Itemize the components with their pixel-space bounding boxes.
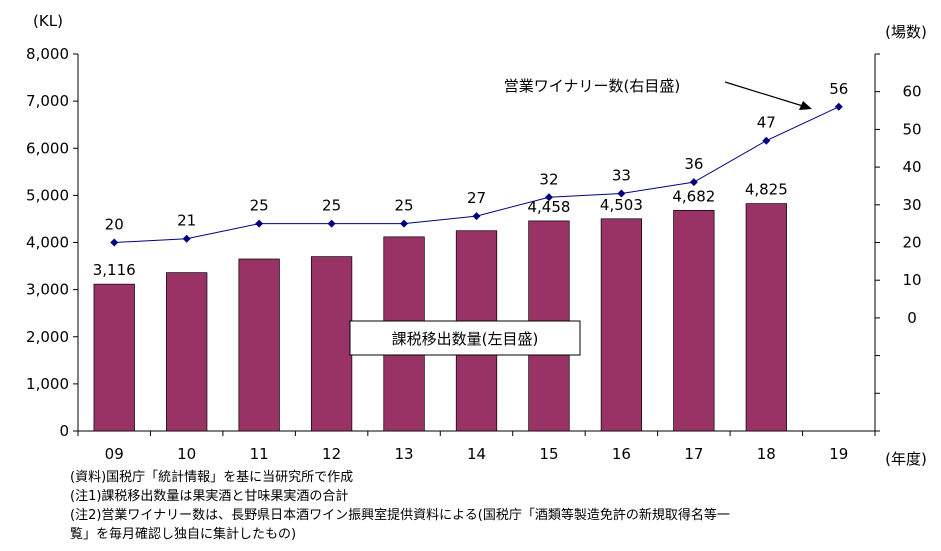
x-tick-label: 11 bbox=[250, 445, 269, 463]
source-note: (資料)国税庁「統計情報」を基に当研究所で作成 bbox=[70, 470, 354, 485]
line-series-label: 営業ワイナリー数(右目盛) bbox=[504, 77, 680, 95]
x-axis-unit: (年度) bbox=[885, 450, 927, 468]
line-path bbox=[114, 106, 839, 243]
line-data-label: 25 bbox=[394, 197, 413, 215]
left-tick-label: 3,000 bbox=[26, 281, 69, 299]
line-series-arrowhead bbox=[799, 101, 812, 110]
bar bbox=[310, 256, 353, 432]
left-tick-label: 2,000 bbox=[26, 328, 69, 346]
line-marker bbox=[762, 136, 771, 145]
line-data-label: 32 bbox=[539, 170, 558, 188]
x-tick-label: 12 bbox=[322, 445, 341, 463]
right-tick-label: 0 bbox=[907, 309, 917, 327]
line-marker bbox=[400, 219, 409, 228]
note-1: (注1)課税移出数量は果実酒と甘味果実酒の合計 bbox=[70, 489, 349, 504]
bar-series-label: 課税移出数量(左目盛) bbox=[392, 330, 539, 348]
line-marker bbox=[182, 234, 191, 243]
line-marker bbox=[472, 212, 481, 221]
right-tick-label: 40 bbox=[902, 158, 921, 176]
bar bbox=[745, 203, 787, 432]
bar-data-label: 4,458 bbox=[527, 198, 570, 216]
left-tick-label: 6,000 bbox=[26, 139, 69, 157]
line-marker bbox=[327, 219, 336, 228]
annotations: 課税移出数量(左目盛) 営業ワイナリー数(右目盛) bbox=[349, 77, 812, 356]
right-tick-label: 60 bbox=[902, 83, 921, 101]
bar-data-label: 4,503 bbox=[600, 196, 643, 214]
bar bbox=[600, 218, 643, 432]
line-marker bbox=[110, 238, 119, 247]
bar bbox=[93, 283, 135, 432]
line-marker bbox=[689, 178, 698, 187]
line-data-label: 20 bbox=[105, 216, 124, 234]
line-marker bbox=[544, 193, 553, 202]
line-data-label: 25 bbox=[322, 197, 341, 215]
left-tick-label: 0 bbox=[59, 422, 69, 440]
bar-data-label: 3,116 bbox=[93, 261, 136, 279]
line-series: 20 21 25 25 25 27 32 33 36 47 56 bbox=[105, 80, 848, 247]
line-data-label: 36 bbox=[684, 155, 703, 173]
line-series-arrow bbox=[724, 81, 807, 108]
x-tick-label: 09 bbox=[105, 445, 124, 463]
line-marker bbox=[617, 189, 626, 198]
left-tick-label: 5,000 bbox=[26, 186, 69, 204]
note-2: (注2)営業ワイナリー数は、長野県日本酒ワイン振興室提供資料による(国税庁「酒類… bbox=[70, 508, 730, 523]
footnotes: (資料)国税庁「統計情報」を基に当研究所で作成 (注1)課税移出数量は果実酒と甘… bbox=[70, 468, 730, 544]
left-tick-label: 1,000 bbox=[26, 375, 69, 393]
line-data-label: 56 bbox=[829, 80, 848, 98]
left-axis-unit: (KL) bbox=[33, 12, 63, 30]
bar-data-label: 4,682 bbox=[672, 187, 715, 205]
line-marker bbox=[255, 219, 264, 228]
line-data-label: 47 bbox=[757, 114, 776, 132]
combo-chart: 0 1,000 2,000 3,000 4,000 5,000 6,000 7,000 8,00… bbox=[26, 12, 927, 468]
x-tick-label: 13 bbox=[394, 445, 413, 463]
x-tick-label: 10 bbox=[177, 445, 196, 463]
line-marker bbox=[834, 102, 843, 111]
line-data-label: 27 bbox=[467, 189, 486, 207]
line-data-label: 21 bbox=[177, 212, 196, 230]
x-tick-label: 15 bbox=[539, 445, 558, 463]
left-tick-label: 4,000 bbox=[26, 234, 69, 252]
bar-series-label-box bbox=[349, 320, 581, 356]
right-axis-unit: (場数) bbox=[885, 23, 927, 41]
left-tick-label: 8,000 bbox=[26, 45, 69, 63]
bar-data-label: 4,825 bbox=[745, 181, 788, 199]
line-data-label: 25 bbox=[250, 197, 269, 215]
note-2-continued: 覧」を毎月確認し独自に集計したもの) bbox=[70, 527, 297, 542]
bar bbox=[238, 258, 280, 432]
right-tick-label: 10 bbox=[902, 271, 921, 289]
x-tick-label: 19 bbox=[829, 445, 848, 463]
left-tick-label: 7,000 bbox=[26, 92, 69, 110]
x-tick-label: 17 bbox=[684, 445, 703, 463]
x-tick-label: 14 bbox=[467, 445, 486, 463]
axes: 0 1,000 2,000 3,000 4,000 5,000 6,000 7,000 8,00… bbox=[26, 12, 927, 468]
right-tick-label: 20 bbox=[902, 234, 921, 252]
right-tick-label: 50 bbox=[902, 120, 921, 138]
x-tick-label: 16 bbox=[612, 445, 631, 463]
bar-series: 3,116 4,458 4,503 4,682 4,825 bbox=[93, 181, 788, 432]
bar bbox=[673, 210, 715, 432]
right-tick-label: 30 bbox=[902, 196, 921, 214]
bar bbox=[166, 272, 208, 432]
line-data-label: 33 bbox=[612, 166, 631, 184]
x-tick-label: 18 bbox=[757, 445, 776, 463]
